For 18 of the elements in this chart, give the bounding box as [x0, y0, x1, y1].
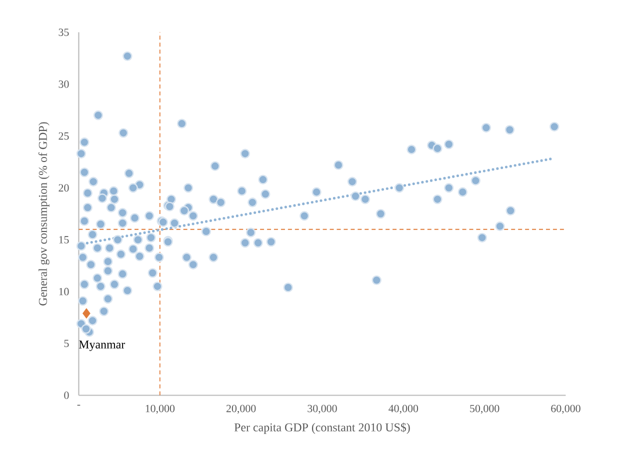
x-axis-title: Per capita GDP (constant 2010 US$): [234, 422, 410, 434]
x-tick-label: 50,000: [470, 404, 500, 414]
y-tick-label: 15: [59, 236, 69, 244]
x-tick-label: -: [77, 404, 80, 406]
y-tick-label: 20: [58, 184, 69, 192]
y-tick-label: 5: [64, 340, 69, 348]
y-tick-label: 0: [64, 392, 69, 400]
y-tick-label: 10: [59, 288, 69, 296]
x-tick-label: 20,000: [226, 404, 256, 414]
x-tick-label: 60,000: [551, 404, 580, 414]
y-tick-label: 25: [58, 132, 69, 140]
x-tick-label: 30,000: [308, 404, 337, 414]
x-tick-label: 40,000: [388, 404, 418, 414]
series-label: Myanmar: [78, 340, 126, 351]
x-tick-label: 10,000: [146, 404, 175, 414]
y-tick-label: 35: [58, 28, 69, 36]
y-tick-label: 30: [58, 80, 69, 88]
y-axis-title: General gov consumption (% of GDP): [38, 122, 50, 306]
